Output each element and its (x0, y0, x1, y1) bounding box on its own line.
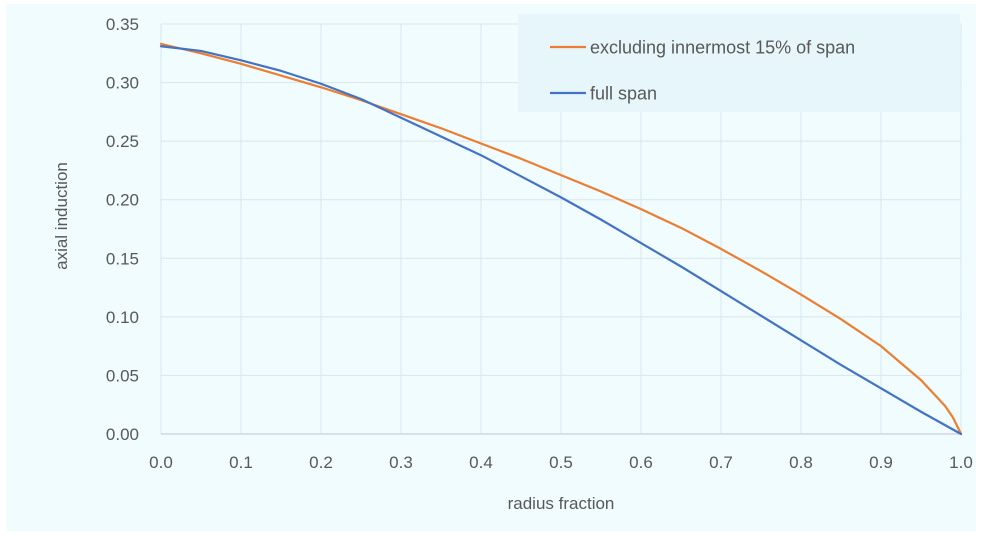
y-axis-ticks: 0.00 0.05 0.10 0.15 0.20 0.25 0.30 0.35 (106, 15, 139, 444)
x-tick-label: 1.0 (949, 453, 973, 472)
legend-label-full-span: full span (590, 84, 657, 104)
legend-box (518, 14, 960, 112)
x-tick-label: 0.8 (789, 453, 813, 472)
y-tick-label: 0.15 (106, 249, 139, 268)
x-tick-label: 0.7 (709, 453, 733, 472)
x-tick-label: 0.1 (229, 453, 253, 472)
x-axis-ticks: 0.0 0.1 0.2 0.3 0.4 0.5 0.6 0.7 0.8 0.9 1.0 (149, 453, 973, 472)
x-tick-label: 0.2 (309, 453, 333, 472)
y-tick-label: 0.30 (106, 74, 139, 93)
y-tick-label: 0.00 (106, 425, 139, 444)
x-tick-label: 0.3 (389, 453, 413, 472)
y-tick-label: 0.25 (106, 132, 139, 151)
y-tick-label: 0.35 (106, 15, 139, 34)
series-line-full-span (159, 45, 963, 436)
x-axis-title: radius fraction (508, 494, 615, 513)
legend: excluding innermost 15% of span full spa… (518, 14, 960, 112)
x-tick-label: 0.6 (629, 453, 653, 472)
series-line-excluding-innermost (159, 42, 963, 436)
y-tick-label: 0.10 (106, 308, 139, 327)
legend-label-excluding-innermost: excluding innermost 15% of span (590, 38, 855, 58)
y-tick-label: 0.05 (106, 366, 139, 385)
y-tick-label: 0.20 (106, 191, 139, 210)
x-tick-label: 0.9 (869, 453, 893, 472)
x-tick-label: 0.0 (149, 453, 173, 472)
y-axis-title: axial induction (52, 162, 71, 270)
x-tick-label: 0.5 (549, 453, 573, 472)
series-lines (159, 42, 963, 436)
x-tick-label: 0.4 (469, 453, 493, 472)
